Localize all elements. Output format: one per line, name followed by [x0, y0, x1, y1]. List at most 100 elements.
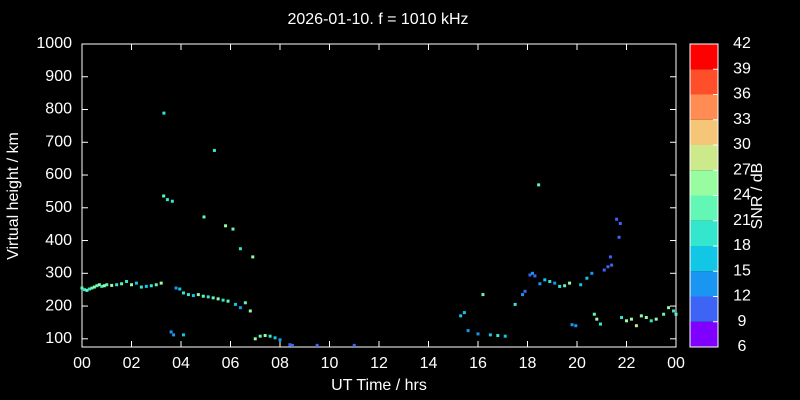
y-tick-label: 200 — [45, 297, 72, 314]
point — [120, 282, 124, 286]
point — [181, 291, 185, 295]
point — [639, 314, 643, 318]
colorbar-band — [690, 321, 718, 347]
colorbar-band — [690, 119, 718, 145]
x-tick-label: 20 — [568, 355, 586, 372]
point — [625, 319, 628, 323]
point — [196, 293, 200, 297]
point — [216, 297, 220, 301]
y-tick-label: 700 — [45, 133, 72, 150]
point — [149, 284, 153, 288]
colorbar-tick-label: 9 — [738, 313, 747, 330]
point — [102, 284, 106, 288]
point — [258, 334, 262, 338]
point — [674, 312, 678, 316]
point — [548, 279, 552, 283]
point — [592, 312, 596, 316]
point — [105, 283, 109, 287]
point — [224, 224, 228, 228]
colorbar-tick-label: 18 — [733, 237, 751, 254]
point — [521, 293, 525, 297]
y-tick-label: 600 — [45, 166, 72, 183]
point — [100, 284, 104, 288]
point — [202, 215, 206, 219]
plot-frame — [81, 43, 677, 348]
point — [352, 343, 356, 347]
point — [476, 332, 480, 336]
point — [82, 288, 86, 292]
point — [634, 324, 638, 328]
x-tick-label: 22 — [618, 355, 636, 372]
point — [602, 268, 606, 272]
point — [80, 286, 84, 290]
point — [191, 294, 195, 298]
y-tick-label: 800 — [45, 101, 72, 118]
y-tick-label: 1000 — [36, 35, 72, 52]
point — [154, 283, 158, 287]
point — [568, 281, 572, 285]
point — [268, 334, 272, 338]
point — [290, 343, 294, 347]
point — [165, 198, 169, 202]
point — [139, 285, 143, 289]
point — [92, 285, 96, 289]
point — [211, 296, 215, 300]
point — [579, 283, 583, 287]
point — [537, 183, 541, 187]
point — [221, 298, 225, 302]
y-tick-label: 500 — [45, 199, 72, 216]
x-tick-label: 00 — [73, 355, 91, 372]
point — [278, 338, 282, 342]
point — [251, 255, 255, 259]
point — [618, 222, 622, 226]
point — [90, 286, 94, 290]
colorbar-tick-label: 42 — [733, 35, 751, 52]
point — [226, 299, 230, 303]
x-tick-label: 16 — [469, 355, 487, 372]
point — [172, 333, 176, 337]
point — [263, 334, 267, 338]
point — [538, 282, 542, 286]
point — [662, 312, 666, 316]
point — [570, 323, 574, 327]
point — [231, 227, 235, 231]
colorbar-tick-label: 12 — [733, 288, 751, 305]
point — [615, 217, 619, 221]
point — [629, 317, 633, 321]
point — [649, 319, 653, 323]
point — [110, 283, 114, 287]
point — [606, 265, 610, 269]
x-tick-label: 04 — [172, 355, 190, 372]
point — [212, 148, 216, 152]
point — [610, 263, 614, 267]
point — [159, 281, 163, 285]
point — [186, 293, 190, 297]
point — [563, 284, 567, 288]
point — [496, 334, 500, 338]
point — [503, 334, 507, 338]
point — [95, 284, 99, 288]
point — [590, 271, 594, 275]
point — [644, 316, 648, 320]
x-tick-label: 02 — [123, 355, 141, 372]
point — [513, 302, 517, 306]
point — [170, 199, 174, 203]
point — [238, 306, 242, 310]
point — [115, 283, 119, 287]
point — [466, 329, 470, 333]
point — [574, 324, 578, 328]
point — [608, 255, 612, 259]
point — [144, 284, 148, 288]
point — [595, 317, 599, 321]
x-tick-label: 10 — [321, 355, 339, 372]
point — [620, 316, 624, 320]
y-axis-label: Virtual height / km — [5, 132, 22, 260]
x-tick-label: 06 — [222, 355, 240, 372]
point — [288, 343, 292, 347]
point — [174, 286, 178, 290]
x-tick-label: 00 — [667, 355, 685, 372]
point — [85, 288, 89, 292]
colorbar-band — [690, 170, 718, 196]
